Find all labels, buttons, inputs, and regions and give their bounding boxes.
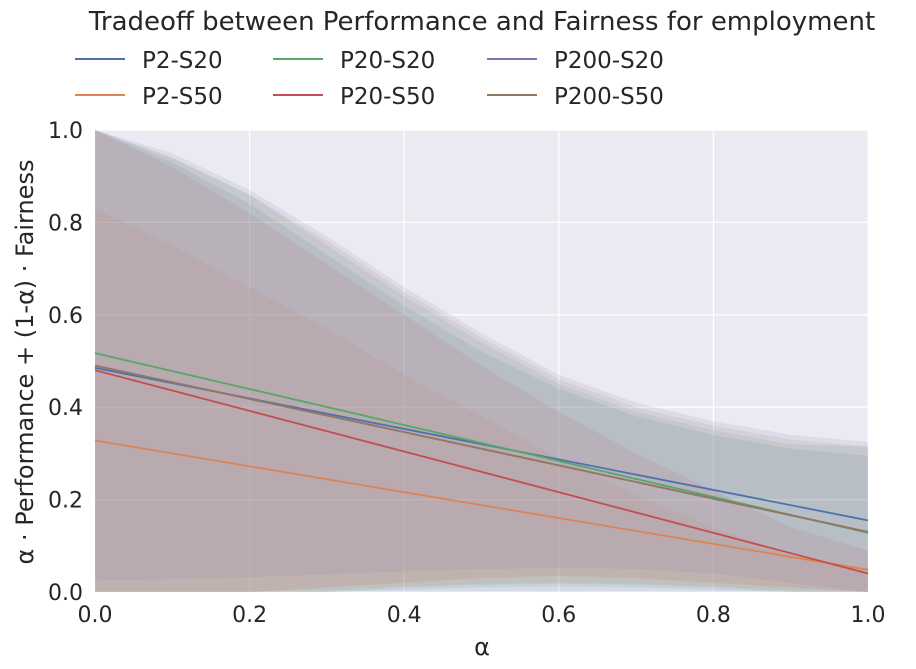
y-tick-label: 0.8	[48, 211, 83, 236]
confidence-band-p20-s20	[95, 130, 868, 592]
legend-label: P20-S20	[340, 48, 435, 74]
confidence-band-p20-s50	[95, 130, 868, 592]
x-axis-label: α	[474, 633, 490, 661]
x-tick-label: 1.0	[851, 603, 886, 628]
legend-item-p20-s50: P20-S50	[273, 84, 435, 110]
y-tick-label: 0.4	[48, 396, 83, 421]
legend-label: P200-S50	[554, 84, 664, 110]
legend-label: P20-S50	[340, 84, 435, 110]
x-tick-label: 0.6	[541, 603, 576, 628]
legend-label: P200-S20	[554, 48, 664, 74]
plot-area	[95, 130, 868, 592]
confidence-band-p200-s20	[95, 130, 868, 592]
x-tick-label: 0.4	[387, 603, 422, 628]
legend-item-p20-s20: P20-S20	[273, 48, 435, 74]
y-tick-label: 0.2	[48, 489, 83, 514]
y-tick-label: 0.6	[48, 304, 83, 329]
y-tick-label: 0.0	[48, 581, 83, 606]
series-line-p200-s50	[94, 364, 869, 533]
confidence-band-p2-s50	[95, 208, 868, 592]
y-axis-label: α · Performance + (1-α) · Fairness	[11, 160, 39, 565]
series-line-p20-s50	[94, 369, 869, 575]
legend-item-p200-s20: P200-S20	[487, 48, 664, 74]
legend-item-p2-s20: P2-S20	[75, 48, 223, 74]
chart-title: Tradeoff between Performance and Fairnes…	[88, 7, 875, 37]
confidence-band-p2-s20	[95, 130, 868, 592]
confidence-band-p200-s50	[95, 130, 868, 592]
x-tick-label: 0.2	[232, 603, 267, 628]
series-line-p20-s20	[94, 352, 869, 534]
series-line-p2-s50	[94, 439, 869, 571]
legend-item-p200-s50: P200-S50	[487, 84, 664, 110]
y-tick-label: 1.0	[48, 119, 83, 144]
legend-label: P2-S20	[142, 48, 223, 74]
x-tick-label: 0.0	[78, 603, 113, 628]
legend-label: P2-S50	[142, 84, 223, 110]
x-tick-label: 0.8	[696, 603, 731, 628]
legend-item-p2-s50: P2-S50	[75, 84, 223, 110]
